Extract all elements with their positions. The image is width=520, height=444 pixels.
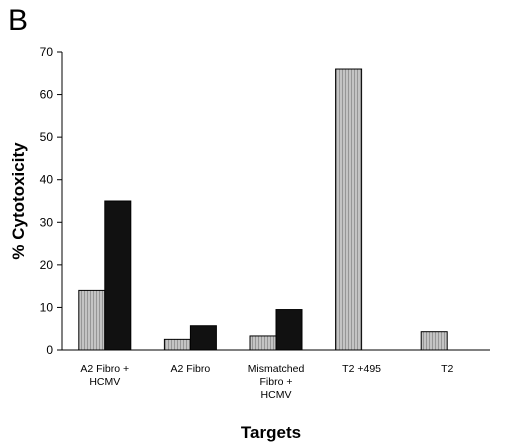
- y-tick-label: 40: [40, 173, 54, 187]
- y-axis-ticks: 0 10 20 30 40 50 60 70: [40, 45, 62, 357]
- y-tick-label: 50: [40, 130, 54, 144]
- panel-label: B: [8, 4, 28, 37]
- x-category-label: T2: [441, 363, 453, 375]
- y-tick-label: 30: [40, 215, 54, 229]
- y-tick-label: 60: [40, 88, 54, 102]
- x-category-label: A2 Fibro: [171, 363, 211, 375]
- y-tick-label: 10: [40, 300, 54, 314]
- bar-series-1-cat-3: [249, 335, 277, 351]
- bar-series-1-cat-5: [420, 331, 448, 351]
- x-axis-title: Targets: [241, 423, 301, 442]
- y-axis-title: % Cytotoxicity: [9, 142, 28, 260]
- bar-series-2-cat-2: [189, 325, 217, 351]
- bars: [78, 68, 448, 351]
- y-tick-label: 0: [46, 343, 53, 357]
- y-tick-label: 70: [40, 45, 54, 59]
- y-tick-label: 20: [40, 258, 54, 272]
- x-category-label: T2 +495: [342, 363, 381, 375]
- x-category-label: A2 Fibro + HCMV: [80, 363, 129, 388]
- bar-series-2-cat-3: [275, 309, 303, 351]
- bar-series-1-cat-1: [78, 289, 106, 351]
- x-axis-category-labels: A2 Fibro + HCMV A2 Fibro Mismatched Fibro + H…: [80, 363, 453, 401]
- bar-series-1-cat-2: [163, 338, 191, 351]
- bar-series-2-cat-1: [104, 200, 132, 351]
- bar-series-1-cat-4: [335, 68, 363, 351]
- x-category-label: Mismatched Fibro + HCMV: [248, 363, 305, 401]
